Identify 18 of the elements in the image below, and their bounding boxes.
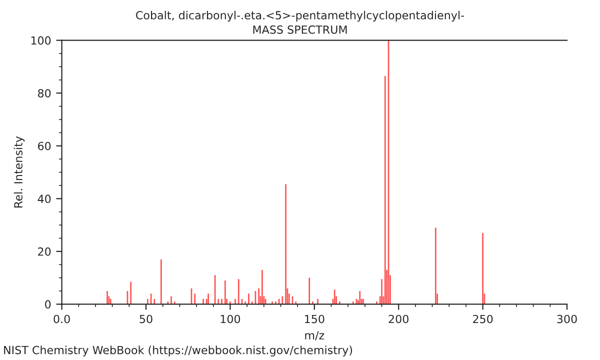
x-tick-label: 0.0 <box>54 314 70 324</box>
y-tick-label: 80 <box>38 89 51 98</box>
x-axis-title: m/z <box>305 331 324 340</box>
y-axis-title: Rel. Intensity <box>14 136 25 208</box>
y-tick-label: 60 <box>38 142 51 150</box>
text: NIST Chemistry WebBook (https://webbook.nist.gov/chemistry) <box>4 346 352 356</box>
x-tick-label: 50 <box>140 314 152 324</box>
x-tick-label: 200 <box>388 314 408 324</box>
chart-subtitle: MASS SPECTRUM <box>253 25 347 34</box>
y-tick-label: 0 <box>45 300 51 309</box>
x-tick-label: 250 <box>473 314 493 324</box>
y-tick-label: 40 <box>38 194 51 204</box>
y-tick-label: 20 <box>38 247 51 256</box>
chart-title: Cobalt, dicarbonyl-.eta.<5>-pentamethylcyclopentadienyl- <box>136 10 464 22</box>
x-tick-label: 300 <box>557 314 577 324</box>
x-tick-label: 150 <box>305 314 324 324</box>
y-tick-label: 100 <box>31 36 51 45</box>
x-tick-label: 100 <box>220 314 240 324</box>
